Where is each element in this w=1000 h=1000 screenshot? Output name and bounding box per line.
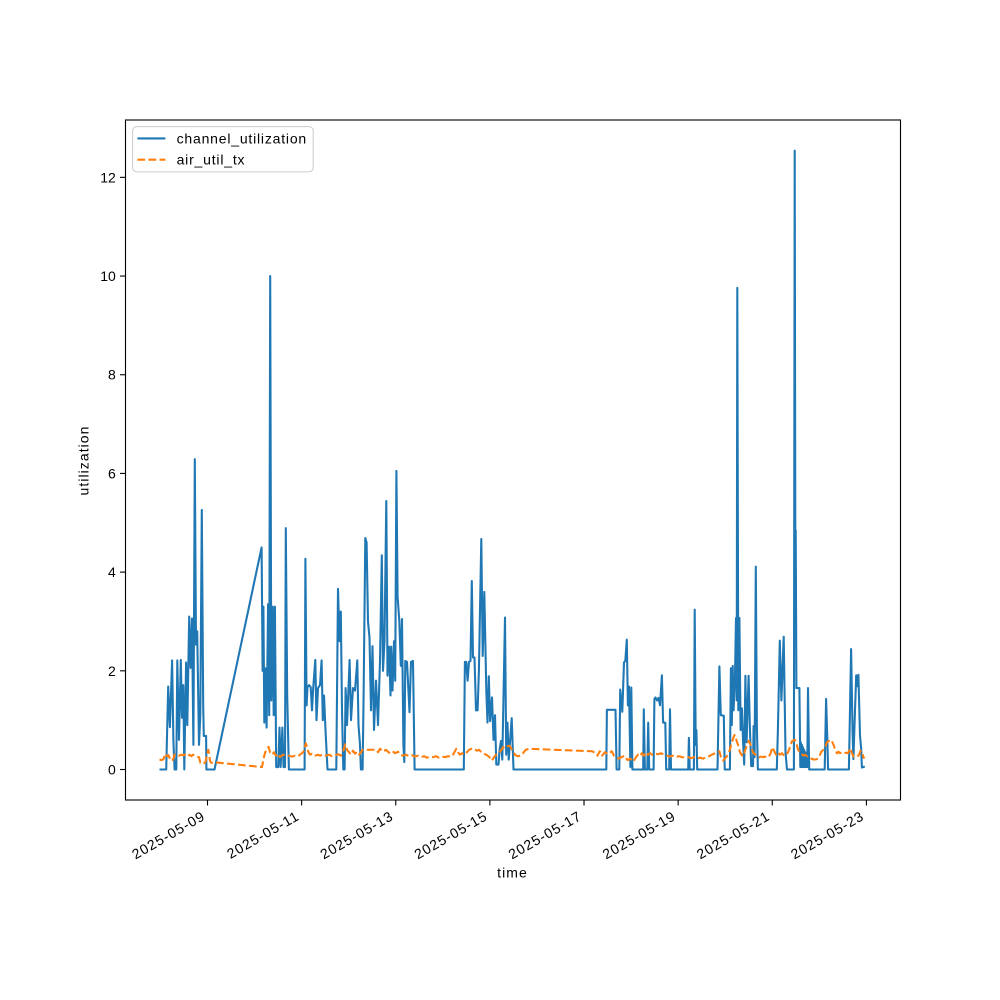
svg-text:utilization: utilization [76,426,92,496]
svg-text:12: 12 [100,169,116,185]
svg-text:4: 4 [108,564,116,580]
svg-text:8: 8 [108,367,116,383]
svg-text:2: 2 [108,663,116,679]
svg-text:0: 0 [108,762,116,778]
svg-text:air_util_tx: air_util_tx [177,152,246,168]
svg-text:10: 10 [100,268,116,284]
svg-text:channel_utilization: channel_utilization [177,130,307,146]
svg-text:6: 6 [108,465,116,481]
svg-text:time: time [497,865,528,881]
